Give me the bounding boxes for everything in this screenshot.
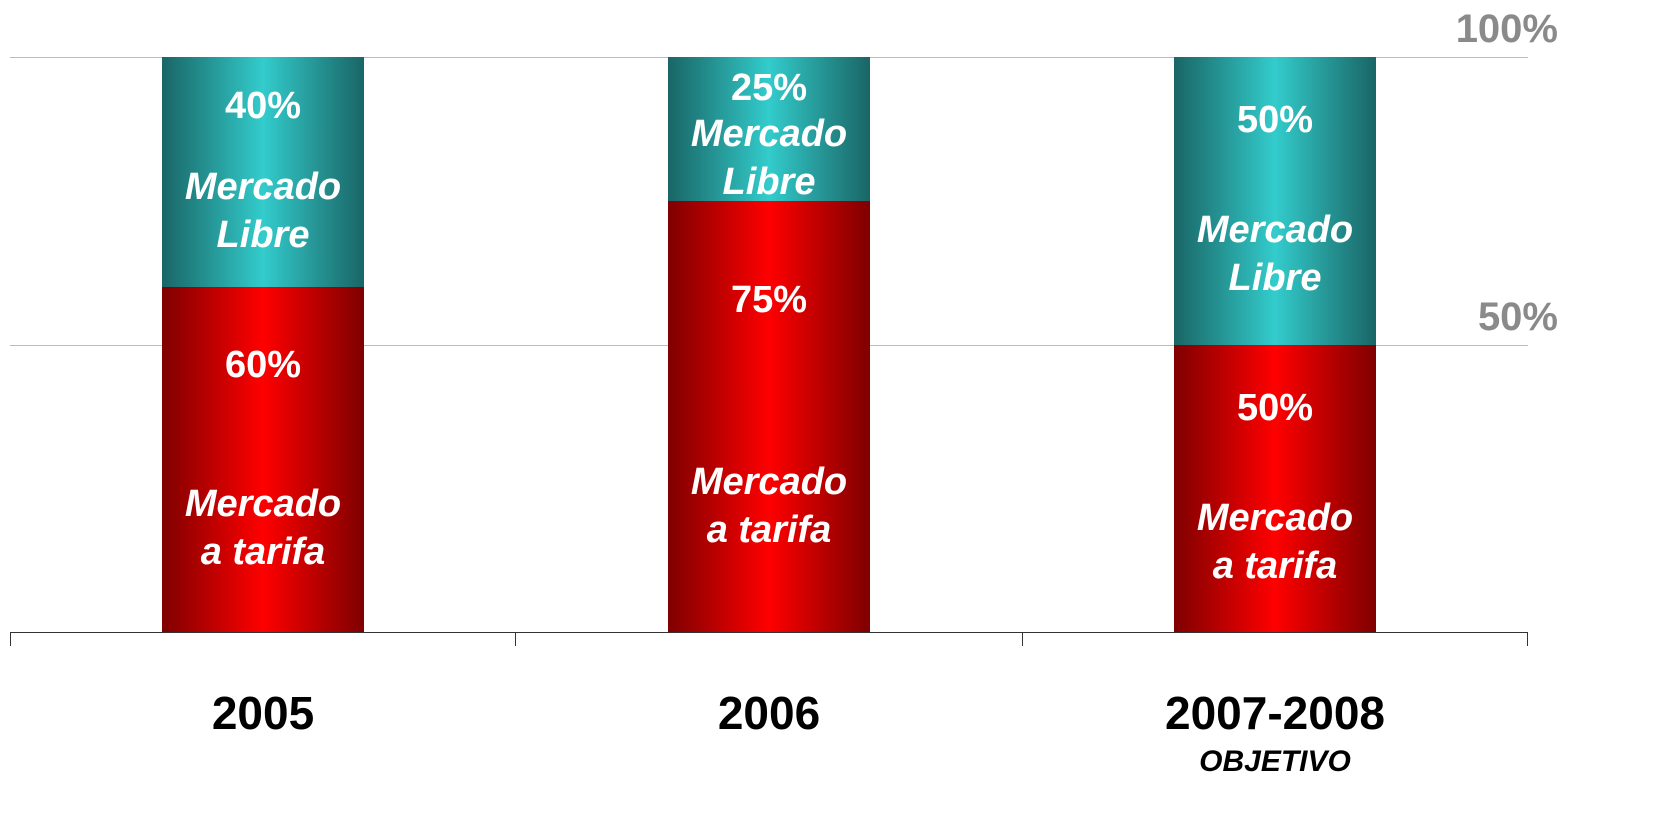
y-tick-label: 50% — [1477, 294, 1558, 339]
annotation: OBJETIVO — [1199, 745, 1351, 778]
series-label: Mercado Libre — [184, 166, 342, 257]
value-label: 40% — [224, 84, 302, 127]
series-label: Mercado Libre — [1196, 209, 1354, 300]
bar-segment: 75% Mercado a tarifa — [668, 200, 870, 632]
value-label: 50% — [1236, 386, 1314, 429]
x-tick-label: 2007-2008 — [1165, 687, 1385, 739]
series-label: Mercado a tarifa — [1196, 496, 1354, 587]
series-label: Mercado a tarifa — [184, 482, 342, 573]
axis-tick — [10, 632, 11, 646]
bar-segment: 60% Mercado a tarifa — [162, 287, 364, 632]
value-label: 60% — [224, 343, 302, 386]
bar-segment: 50% Mercado Libre — [1174, 57, 1376, 345]
axis-tick — [515, 632, 516, 646]
value-label: 50% — [1236, 99, 1314, 142]
axis-tick — [1022, 632, 1023, 646]
axis-tick — [1527, 632, 1528, 646]
value-label: 25% — [730, 67, 808, 109]
y-tick-label: 100% — [1455, 7, 1558, 51]
series-label: Mercado Libre — [690, 113, 848, 203]
bar-segment: 50% Mercado a tarifa — [1174, 344, 1376, 632]
x-tick-label: 2005 — [211, 687, 315, 739]
bar-segment: 40% Mercado Libre — [162, 57, 364, 287]
series-label: Mercado a tarifa — [690, 460, 848, 551]
x-axis — [10, 632, 1528, 633]
x-tick-label: 2006 — [717, 687, 821, 739]
value-label: 75% — [730, 278, 808, 321]
bar-segment: 25% Mercado Libre — [668, 57, 870, 203]
